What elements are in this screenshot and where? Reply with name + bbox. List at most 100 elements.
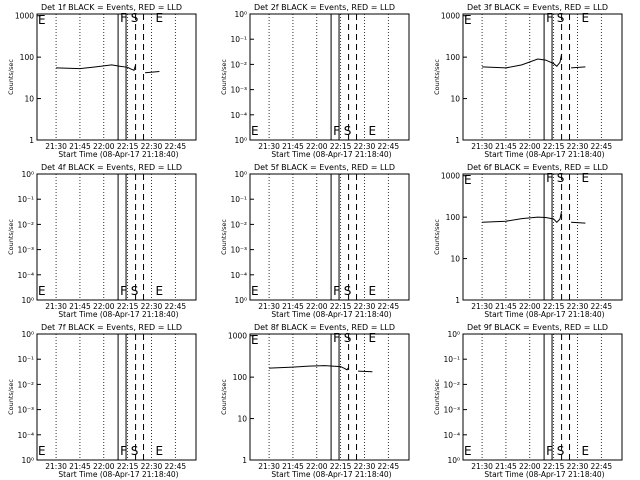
y-tick-label: 10: [237, 415, 247, 424]
corner-label: E: [251, 333, 259, 347]
event-marker-f: F: [546, 11, 553, 25]
y-tick-label: 10⁻²: [17, 220, 34, 229]
panel-title: Det 1f BLACK = Events, RED = LLD: [41, 3, 182, 12]
detector-panel-7: Det 7f BLACK = Events, RED = LLD 21:30 21:…: [7, 323, 197, 479]
x-tick-label: 22:00: [306, 142, 328, 151]
y-tick-label: 1000: [15, 12, 34, 21]
x-tick-label: 21:30: [471, 142, 493, 151]
detector-panel-3: Det 3f BLACK = Events, RED = LLD 21:30 21:…: [433, 3, 623, 159]
event-marker-f: F: [120, 11, 127, 25]
x-tick-label: 22:00: [93, 302, 115, 311]
detector-panel-6: Det 6f BLACK = Events, RED = LLD 21:30 21:…: [433, 163, 623, 319]
x-tick-label: 22:00: [519, 462, 541, 471]
y-tick-label: 10⁻²: [230, 220, 247, 229]
y-axis-label: Counts/sec: [433, 59, 441, 95]
event-marker-e: E: [368, 284, 376, 298]
corner-label: E: [251, 284, 259, 298]
x-tick-label: 22:15: [330, 142, 352, 151]
y-tick-label: 10⁻⁴: [443, 431, 460, 440]
x-tick-label: 22:00: [93, 142, 115, 151]
x-tick-label: 21:30: [471, 302, 493, 311]
plot-frame: [462, 13, 623, 141]
y-tick-label: 100: [446, 53, 461, 62]
y-tick-label: 1: [455, 296, 460, 305]
x-tick-label: 21:45: [495, 302, 517, 311]
x-tick-label: 22:00: [93, 462, 115, 471]
corner-label: E: [251, 124, 259, 138]
x-tick-label: 21:45: [495, 142, 517, 151]
plot-frame: [462, 333, 623, 461]
x-tick-label: 22:15: [543, 302, 565, 311]
x-axis-label: Start Time (08-Apr-17 21:18:40): [58, 470, 178, 479]
x-tick-label: 22:15: [543, 462, 565, 471]
y-tick-label: 10⁻²: [443, 380, 460, 389]
x-tick-label: 22:45: [591, 142, 613, 151]
y-tick-label: 10⁻⁴: [230, 271, 247, 280]
x-tick-label: 21:30: [258, 462, 280, 471]
panel-title: Det 3f BLACK = Events, RED = LLD: [467, 3, 608, 12]
y-axis-label: Counts/sec: [433, 379, 441, 415]
y-tick-label: 10⁰: [21, 296, 34, 305]
y-axis-label: Counts/sec: [433, 219, 441, 255]
y-axis-label: Counts/sec: [220, 379, 228, 415]
events-series-line: [482, 53, 586, 69]
y-tick-label: 10⁻³: [17, 246, 34, 255]
x-tick-label: 22:30: [567, 142, 589, 151]
event-marker-f: F: [120, 444, 127, 458]
event-marker-f: F: [120, 284, 127, 298]
event-marker-f: F: [333, 124, 340, 138]
x-tick-label: 21:30: [471, 462, 493, 471]
corner-label: E: [464, 13, 472, 27]
detector-panel-9: Det 9f BLACK = Events, RED = LLD 21:30 21:…: [433, 323, 623, 479]
y-tick-label: 10⁻²: [230, 60, 247, 69]
x-tick-label: 21:45: [282, 302, 304, 311]
x-tick-label: 22:45: [378, 302, 400, 311]
x-tick-label: 22:00: [306, 462, 328, 471]
x-tick-label: 22:45: [591, 302, 613, 311]
y-tick-label: 10⁻¹: [230, 35, 247, 44]
panel-title: Det 9f BLACK = Events, RED = LLD: [467, 323, 608, 332]
event-marker-s: S: [131, 284, 139, 298]
corner-label: E: [38, 284, 46, 298]
x-tick-label: 21:30: [45, 302, 67, 311]
y-axis-label: Counts/sec: [220, 219, 228, 255]
event-marker-e: E: [368, 331, 376, 345]
x-tick-label: 22:15: [117, 142, 139, 151]
plot-frame: [249, 173, 410, 301]
y-tick-label: 1000: [441, 12, 460, 21]
y-tick-label: 10: [450, 95, 460, 104]
detector-panel-8: Det 8f BLACK = Events, RED = LLD 21:30 21:…: [220, 323, 410, 479]
event-marker-e: E: [581, 171, 589, 185]
x-tick-label: 22:45: [378, 142, 400, 151]
x-axis-label: Start Time (08-Apr-17 21:18:40): [271, 470, 391, 479]
y-tick-label: 10: [24, 95, 34, 104]
event-marker-f: F: [333, 331, 340, 345]
panel-title: Det 8f BLACK = Events, RED = LLD: [254, 323, 395, 332]
y-tick-label: 1: [29, 136, 34, 145]
y-tick-label: 10⁰: [21, 330, 34, 339]
panel-title: Det 6f BLACK = Events, RED = LLD: [467, 163, 608, 172]
x-tick-label: 21:30: [45, 142, 67, 151]
y-tick-label: 10⁰: [234, 296, 247, 305]
x-tick-label: 22:15: [543, 142, 565, 151]
y-tick-label: 10⁻¹: [17, 355, 34, 364]
y-tick-label: 100: [233, 373, 248, 382]
y-tick-label: 10⁰: [21, 170, 34, 179]
plot-frame: [36, 13, 197, 141]
x-tick-label: 22:45: [165, 302, 187, 311]
corner-label: E: [464, 173, 472, 187]
x-axis-label: Start Time (08-Apr-17 21:18:40): [484, 470, 604, 479]
y-axis-label: Counts/sec: [7, 219, 15, 255]
event-marker-e: E: [581, 444, 589, 458]
x-tick-label: 22:00: [306, 302, 328, 311]
x-tick-label: 21:45: [69, 462, 91, 471]
detector-panel-2: Det 2f BLACK = Events, RED = LLD 21:30 21:…: [220, 3, 410, 159]
y-tick-label: 10⁻³: [17, 406, 34, 415]
x-tick-label: 22:30: [354, 302, 376, 311]
x-tick-label: 22:30: [141, 462, 163, 471]
event-marker-s: S: [344, 124, 352, 138]
x-tick-label: 22:30: [567, 302, 589, 311]
x-tick-label: 22:30: [141, 302, 163, 311]
x-axis-label: Start Time (08-Apr-17 21:18:40): [484, 150, 604, 159]
